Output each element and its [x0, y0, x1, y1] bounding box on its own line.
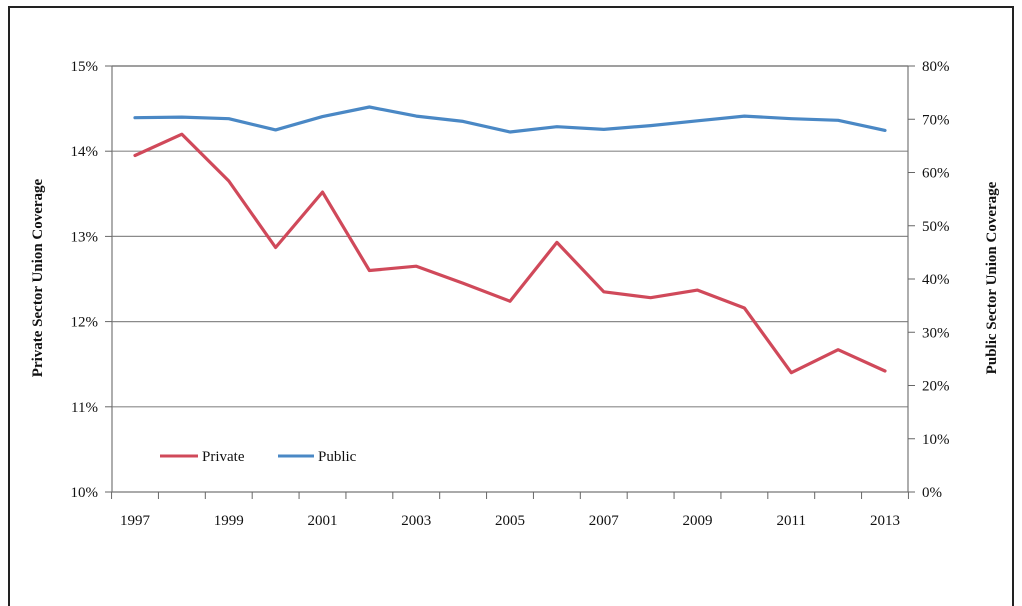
x-tick-label: 2011 — [777, 513, 806, 529]
x-axis-ticks: 1997 1999 2001 2003 2005 2007 2009 2011 2013 — [111, 492, 909, 529]
left-tick-label: 13% — [71, 229, 99, 245]
x-tick-label: 2001 — [308, 513, 338, 529]
right-y-axis-ticks: 0% 10% 20% 30% 40% 50% 60% 70% 80% — [908, 59, 950, 501]
right-tick-label: 10% — [922, 432, 950, 448]
x-tick-label: 2005 — [495, 513, 525, 529]
x-tick-label: 2009 — [683, 513, 713, 529]
left-y-axis-title: Private Sector Union Coverage — [30, 178, 46, 377]
right-tick-label: 30% — [922, 325, 950, 341]
right-tick-label: 20% — [922, 379, 950, 395]
right-tick-label: 0% — [922, 485, 942, 501]
legend: Private Public — [160, 449, 357, 465]
right-tick-label: 40% — [922, 272, 950, 288]
left-tick-label: 14% — [71, 144, 99, 160]
x-tick-label: 1999 — [214, 513, 244, 529]
right-tick-label: 50% — [922, 219, 950, 235]
x-tick-label: 2007 — [589, 513, 620, 529]
left-tick-label: 10% — [71, 485, 99, 501]
right-tick-label: 80% — [922, 59, 950, 75]
series-line-public — [133, 105, 887, 134]
series-layer — [133, 105, 887, 375]
x-tick-label: 2003 — [401, 513, 431, 529]
left-tick-label: 15% — [71, 59, 99, 75]
series-line-private — [133, 132, 887, 375]
legend-label-public: Public — [318, 449, 357, 465]
left-tick-label: 11% — [71, 400, 98, 416]
axes — [111, 65, 909, 493]
legend-label-private: Private — [202, 449, 245, 465]
chart-frame — [8, 6, 1014, 606]
line-chart: 10% 11% 12% 13% 14% 15% 0% 10% 20% 30% 40% 50% 60% 7… — [30, 59, 1000, 529]
right-y-axis-title: Public Sector Union Coverage — [984, 181, 1000, 374]
x-tick-label: 1997 — [120, 513, 151, 529]
left-y-axis-ticks: 10% 11% 12% 13% 14% 15% — [71, 59, 112, 501]
right-tick-label: 60% — [922, 166, 950, 182]
right-tick-label: 70% — [922, 112, 950, 128]
x-tick-label: 2013 — [870, 513, 900, 529]
left-tick-label: 12% — [71, 315, 99, 331]
